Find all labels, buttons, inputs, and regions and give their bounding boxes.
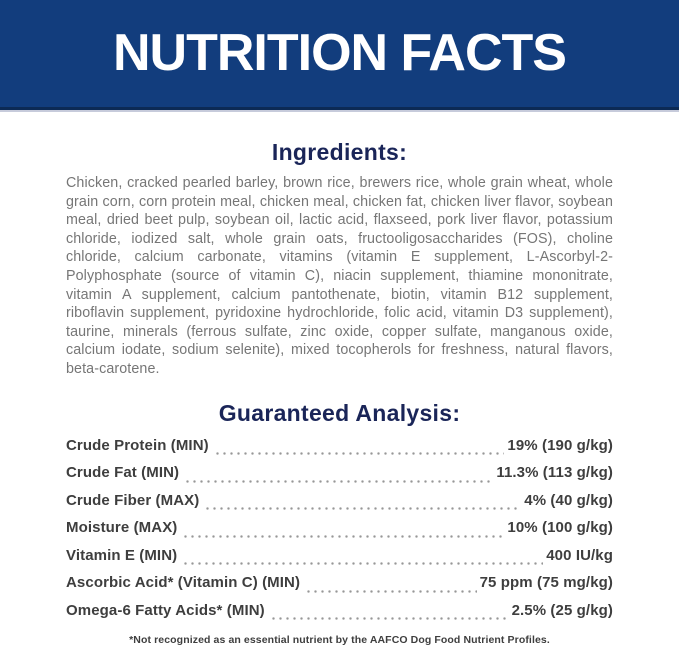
dot-leader: [202, 491, 522, 520]
guaranteed-analysis-row: Ascorbic Acid* (Vitamin C) (MIN) 75 ppm …: [66, 574, 613, 602]
dot-leader: [211, 436, 505, 465]
dot-leader: [182, 464, 494, 492]
dot-leader: [180, 546, 544, 575]
dot-leader: [180, 519, 505, 547]
ingredients-text: Chicken, cracked pearled barley, brown r…: [66, 175, 613, 377]
nutrient-label: Moisture (MAX): [66, 519, 178, 537]
nutrient-value: 400 IU/kg: [546, 546, 613, 564]
banner-underline: [0, 110, 679, 112]
guaranteed-analysis-row: Crude Protein (MIN) 19% (190 g/kg): [66, 436, 613, 465]
nutrient-label: Crude Protein (MIN): [66, 436, 209, 454]
nutrient-value: 10% (100 g/kg): [507, 519, 613, 537]
nutrient-label: Crude Fiber (MAX): [66, 491, 200, 509]
banner: NUTRITION FACTS: [0, 0, 679, 110]
nutrient-label: Vitamin E (MIN): [66, 546, 178, 564]
content: Ingredients: Chicken, cracked pearled ba…: [0, 139, 679, 646]
ingredients-heading: Ingredients:: [271, 139, 408, 165]
guaranteed-analysis-heading: Guaranteed Analysis:: [218, 399, 461, 426]
nutrient-value: 19% (190 g/kg): [507, 436, 613, 454]
guaranteed-analysis-row: Crude Fiber (MAX) 4% (40 g/kg): [66, 491, 613, 520]
nutrient-value: 75 ppm (75 mg/kg): [479, 574, 613, 592]
guaranteed-analysis-row: Vitamin E (MIN) 400 IU/kg: [66, 546, 613, 575]
nutrient-value: 2.5% (25 g/kg): [511, 601, 613, 619]
banner-title: NUTRITION FACTS: [113, 23, 567, 82]
guaranteed-analysis-row: Moisture (MAX) 10% (100 g/kg): [66, 519, 613, 547]
dot-leader: [303, 574, 477, 602]
nutrient-label: Ascorbic Acid* (Vitamin C) (MIN): [66, 574, 301, 592]
nutrient-label: Crude Fat (MIN): [66, 464, 180, 482]
guaranteed-analysis-rows: Crude Protein (MIN) 19% (190 g/kg) Crude…: [66, 436, 613, 630]
dot-leader: [267, 601, 509, 630]
guaranteed-analysis-row: Omega-6 Fatty Acids* (MIN) 2.5% (25 g/kg…: [66, 601, 613, 630]
nutrient-value: 11.3% (113 g/kg): [496, 464, 613, 482]
aafco-footnote: *Not recognized as an essential nutrient…: [129, 634, 550, 647]
guaranteed-analysis-row: Crude Fat (MIN) 11.3% (113 g/kg): [66, 464, 613, 492]
nutrient-value: 4% (40 g/kg): [524, 491, 613, 509]
nutrient-label: Omega-6 Fatty Acids* (MIN): [66, 601, 265, 619]
